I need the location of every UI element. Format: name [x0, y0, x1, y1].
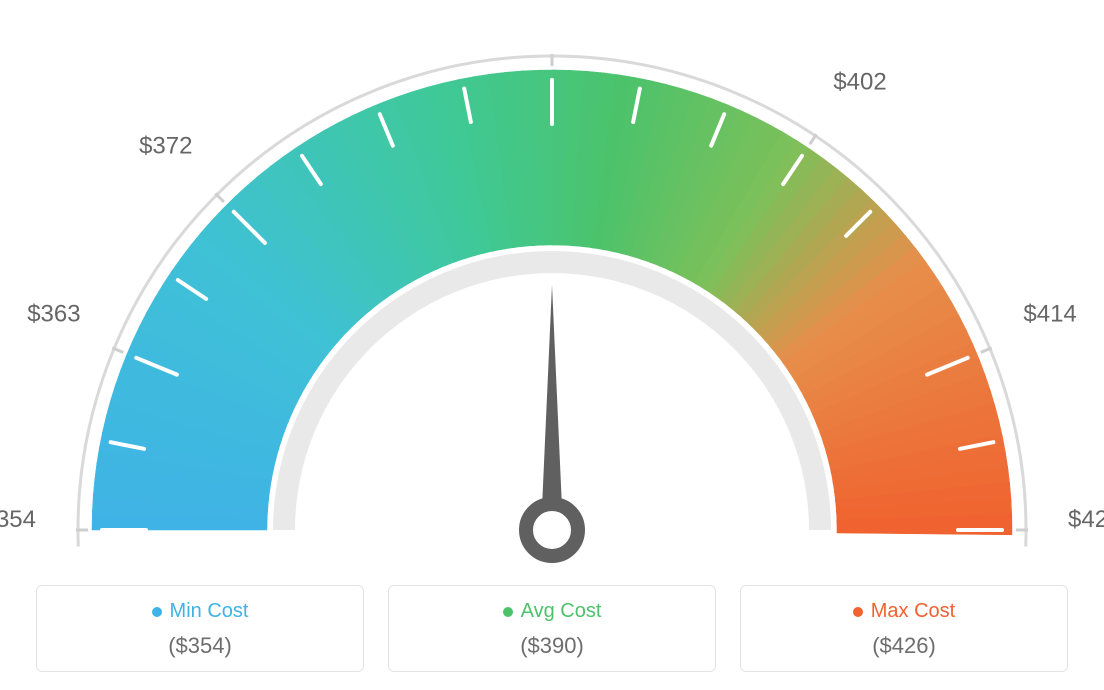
legend-row: Min Cost ($354) Avg Cost ($390) Max Cost…	[36, 585, 1068, 672]
legend-min-label: Min Cost	[170, 600, 249, 623]
gauge-tick-label: $363	[27, 300, 80, 328]
gauge-tick-label: $426	[1068, 506, 1104, 534]
legend-avg-header: Avg Cost	[503, 600, 602, 623]
legend-card-max: Max Cost ($426)	[740, 585, 1068, 672]
gauge-tick-label: $390	[525, 0, 578, 4]
legend-avg-value: ($390)	[399, 633, 705, 659]
legend-min-value: ($354)	[47, 633, 353, 659]
gauge-tick-label: $414	[1023, 300, 1076, 328]
gauge-tick-label: $354	[0, 506, 36, 534]
gauge-chart: $354 $363 $372 $390 $402 $414 $426	[0, 0, 1104, 560]
gauge-tick-label: $402	[833, 69, 886, 97]
legend-avg-dot	[503, 607, 513, 617]
gauge-svg	[0, 10, 1104, 570]
legend-max-dot	[853, 607, 863, 617]
gauge-tick-label: $372	[139, 133, 192, 161]
legend-max-value: ($426)	[751, 633, 1057, 659]
legend-min-dot	[152, 607, 162, 617]
legend-max-label: Max Cost	[871, 600, 955, 623]
legend-max-header: Max Cost	[853, 600, 955, 623]
legend-card-avg: Avg Cost ($390)	[388, 585, 716, 672]
legend-card-min: Min Cost ($354)	[36, 585, 364, 672]
legend-avg-label: Avg Cost	[521, 600, 602, 623]
legend-min-header: Min Cost	[152, 600, 249, 623]
